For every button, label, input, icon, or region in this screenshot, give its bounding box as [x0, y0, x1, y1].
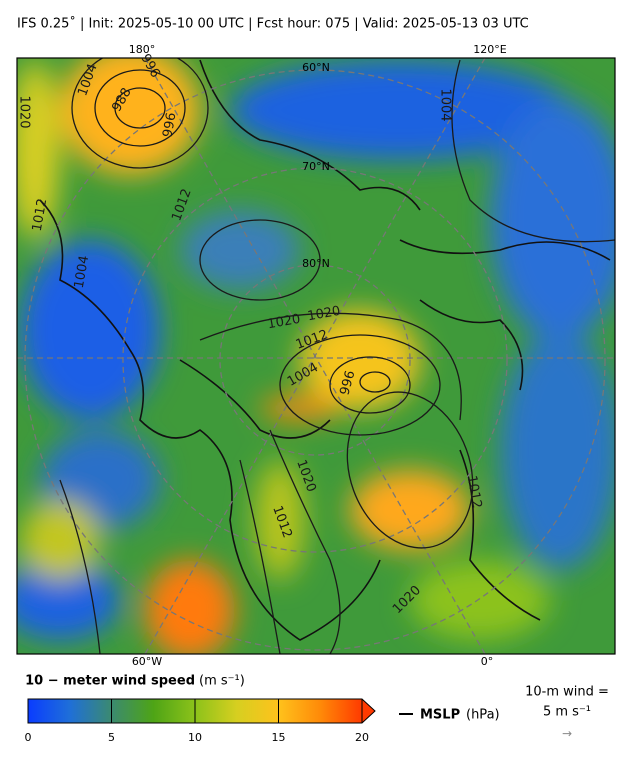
- graticule: [17, 58, 615, 654]
- contour-label: 1020: [266, 312, 301, 333]
- colorbar-tick-label: 10: [188, 731, 202, 744]
- mslp-units: (hPa): [466, 708, 500, 723]
- mslp-legend: MSLP: [420, 708, 460, 723]
- contour-label: 996: [338, 369, 359, 397]
- lon-label: 60°W: [132, 655, 162, 668]
- contour-label: 1012: [464, 474, 485, 509]
- map-field: [17, 58, 615, 654]
- lat-label: 80°N: [302, 257, 330, 270]
- wind-key-arrow: →: [562, 727, 572, 741]
- wind-key-value: 5 m s⁻¹: [543, 705, 591, 720]
- colorbar-tick-label: 15: [272, 731, 286, 744]
- colorbar-tick-label: 5: [108, 731, 115, 744]
- contour-label: 996: [160, 111, 179, 138]
- contour-label: 1004: [72, 254, 93, 289]
- contour-label: 1004: [438, 88, 453, 121]
- map-frame: [16, 57, 616, 655]
- colorbar-label: 10 − meter wind speed: [25, 674, 195, 689]
- wind-key: 10-m wind =: [525, 685, 609, 700]
- contour-label: 1012: [30, 197, 51, 232]
- contour-label: 1020: [17, 95, 32, 128]
- colorbar-extension: [362, 699, 375, 723]
- lat-label: 70°N: [302, 160, 330, 173]
- colorbar-tick-label: 20: [355, 731, 369, 744]
- colorbar-tick-label: 0: [25, 731, 32, 744]
- isobars: [59, 58, 615, 654]
- lat-label: 60°N: [302, 61, 330, 74]
- title: IFS 0.25˚ | Init: 2025-05-10 00 UTC | Fc…: [17, 16, 529, 32]
- lon-label: 120°E: [473, 43, 506, 56]
- colorbar-units: (m s⁻¹): [199, 674, 245, 689]
- colorbar: 0 5 10 15 20: [25, 698, 376, 744]
- coastlines: [39, 59, 611, 641]
- lon-label: 180°: [129, 43, 156, 56]
- contour-label: 1020: [306, 304, 341, 325]
- lon-label: 0°: [481, 655, 494, 668]
